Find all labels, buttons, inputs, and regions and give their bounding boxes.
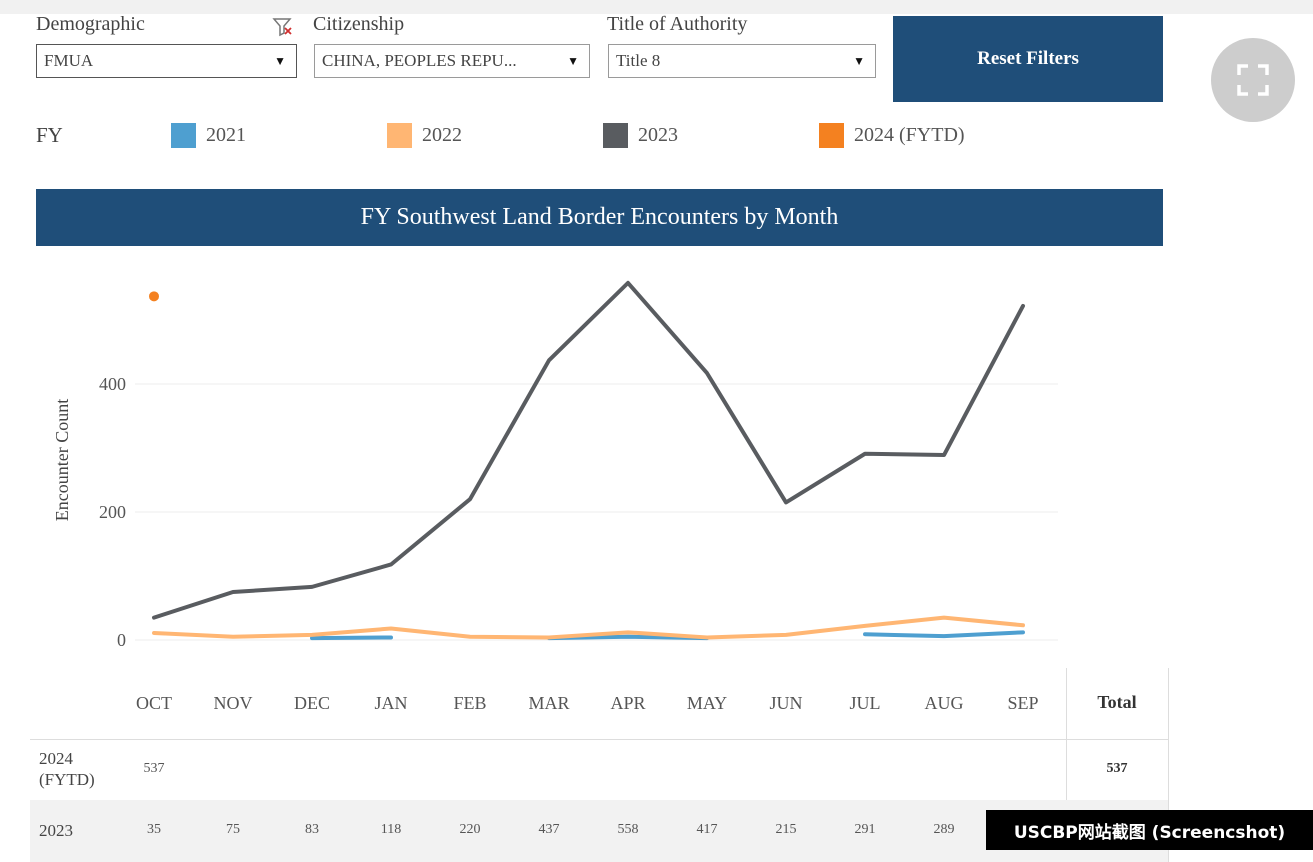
series-line	[863, 630, 1025, 639]
table-row	[30, 800, 1168, 862]
x-tick-label: NOV	[214, 693, 253, 713]
x-tick-label: APR	[610, 693, 645, 713]
citizenship-select[interactable]: CHINA, PEOPLES REPU... ▼	[314, 44, 590, 78]
authority-label: Title of Authority	[607, 13, 748, 35]
legend-label: 2023	[638, 123, 678, 146]
total-column-divider	[1066, 668, 1067, 862]
y-tick-label: 200	[99, 502, 126, 522]
x-tick-label: AUG	[925, 693, 964, 713]
x-tick-label: MAR	[528, 693, 569, 713]
screenshot-caption: USCBP网站截图 (Screencshot)	[986, 810, 1313, 850]
table-cell: 75	[226, 822, 240, 837]
table-row-total: 537	[1106, 761, 1128, 776]
citizenship-value: CHINA, PEOPLES REPU...	[322, 51, 517, 70]
y-tick-label: 0	[117, 630, 126, 650]
total-header: Total	[1097, 692, 1137, 712]
clear-filter-icon[interactable]	[272, 16, 294, 43]
reset-filters-button[interactable]: Reset Filters	[893, 16, 1163, 102]
legend-swatch	[819, 122, 844, 148]
authority-select[interactable]: Title 8 ▼	[608, 44, 876, 78]
x-tick-label: SEP	[1007, 693, 1038, 713]
table-cell: 35	[147, 822, 161, 837]
x-tick-label: DEC	[294, 693, 330, 713]
table-row-label: 2023	[39, 821, 73, 840]
fullscreen-icon	[1237, 64, 1269, 96]
chevron-down-icon: ▼	[853, 54, 865, 68]
table-row-label: 2024 (FYTD)	[39, 749, 95, 789]
citizenship-label: Citizenship	[313, 13, 405, 35]
table-cell: 291	[854, 822, 876, 837]
table-right-border	[1168, 668, 1169, 862]
line-chart: 0 200 400 Encounter Count OCT NOV DEC JAN FEB M…	[52, 280, 1058, 713]
y-tick-label: 400	[99, 374, 126, 394]
x-tick-label: FEB	[453, 693, 486, 713]
table-cell: 417	[696, 822, 718, 837]
table-cell: 437	[538, 822, 560, 837]
series-line	[152, 280, 1025, 620]
fullscreen-button[interactable]	[1211, 38, 1295, 122]
table-cell: 289	[933, 822, 955, 837]
legend-label: 2024 (FYTD)	[854, 123, 965, 146]
chart-title: FY Southwest Land Border Encounters by M…	[36, 189, 1163, 246]
legend-swatch	[171, 122, 196, 148]
table-cell: 83	[305, 822, 319, 837]
demographic-value: FMUA	[44, 51, 94, 70]
legend-item-2023[interactable]: 2023	[603, 121, 678, 149]
x-tick-label: JUN	[769, 693, 802, 713]
legend-title: FY	[36, 123, 63, 147]
table-header-divider	[30, 739, 1168, 740]
table-cell: 118	[380, 822, 402, 837]
series-line	[310, 635, 393, 641]
legend-item-2024-fytd[interactable]: 2024 (FYTD)	[819, 121, 965, 149]
chevron-down-icon: ▼	[567, 54, 579, 68]
legend-label: 2021	[206, 123, 246, 146]
data-point	[149, 291, 159, 302]
table-cell: 537	[143, 761, 165, 776]
table-cell: 558	[617, 822, 639, 837]
x-tick-label: OCT	[136, 693, 172, 713]
series-line	[152, 615, 1025, 640]
chevron-down-icon: ▼	[274, 54, 286, 68]
demographic-label: Demographic	[36, 13, 145, 35]
y-axis-label: Encounter Count	[52, 399, 72, 521]
authority-value: Title 8	[616, 51, 661, 70]
legend-item-2021[interactable]: 2021	[171, 121, 246, 149]
x-tick-label: JAN	[374, 693, 407, 713]
x-tick-label: JUL	[850, 693, 881, 713]
table-cell: 215	[775, 822, 797, 837]
x-tick-label: MAY	[687, 693, 727, 713]
demographic-select[interactable]: FMUA ▼	[36, 44, 297, 78]
legend-item-2022[interactable]: 2022	[387, 121, 462, 149]
legend-swatch	[387, 122, 412, 148]
legend-swatch	[603, 122, 628, 148]
table-cell: 220	[459, 822, 481, 837]
top-band	[0, 0, 1313, 14]
legend-label: 2022	[422, 123, 462, 146]
